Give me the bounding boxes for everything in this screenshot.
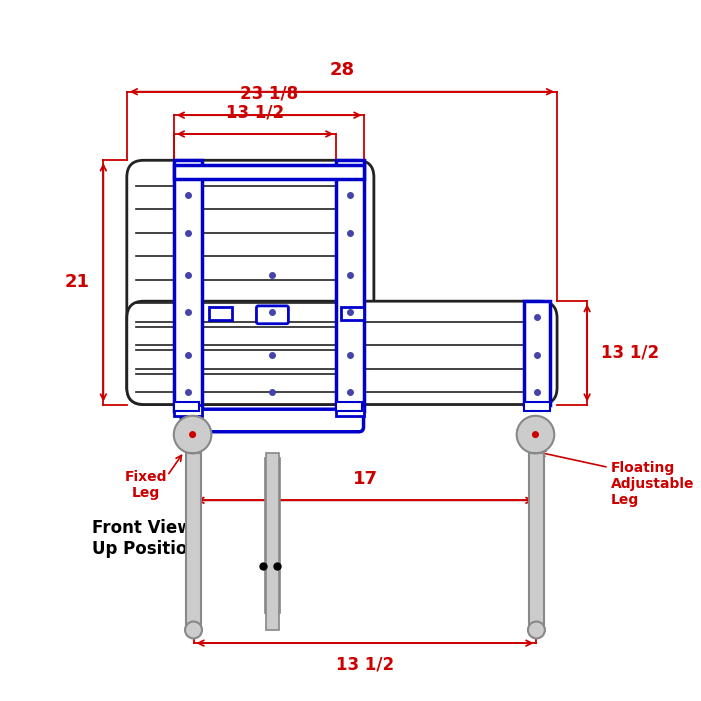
Text: Fixed
Leg: Fixed Leg bbox=[124, 470, 167, 501]
Bar bbox=[266, 454, 279, 630]
Bar bbox=[341, 307, 364, 320]
Polygon shape bbox=[524, 301, 550, 404]
Text: 13 1/2: 13 1/2 bbox=[601, 344, 660, 362]
Circle shape bbox=[190, 432, 196, 437]
Bar bbox=[186, 454, 201, 627]
FancyBboxPatch shape bbox=[182, 409, 364, 432]
Text: 17: 17 bbox=[353, 470, 377, 488]
Text: 13 1/2: 13 1/2 bbox=[226, 104, 284, 122]
Bar bbox=[336, 404, 365, 416]
Circle shape bbox=[174, 416, 212, 454]
Text: 28: 28 bbox=[329, 62, 355, 79]
Text: Front View
Up Position: Front View Up Position bbox=[92, 519, 199, 558]
Bar bbox=[265, 458, 280, 613]
Bar bbox=[524, 402, 550, 411]
Circle shape bbox=[533, 432, 538, 437]
Bar bbox=[174, 404, 202, 416]
Circle shape bbox=[185, 622, 202, 639]
Bar bbox=[210, 307, 232, 320]
Circle shape bbox=[517, 416, 554, 454]
FancyBboxPatch shape bbox=[127, 301, 557, 404]
Text: 13 1/2: 13 1/2 bbox=[336, 655, 394, 674]
Bar bbox=[336, 402, 362, 411]
Circle shape bbox=[528, 622, 545, 639]
Bar bbox=[174, 402, 199, 411]
Polygon shape bbox=[174, 161, 202, 411]
Text: Floating
Adjustable
Leg: Floating Adjustable Leg bbox=[611, 461, 694, 508]
FancyBboxPatch shape bbox=[257, 306, 288, 324]
Bar bbox=[174, 165, 365, 179]
Text: 23 1/8: 23 1/8 bbox=[240, 85, 298, 103]
FancyBboxPatch shape bbox=[127, 161, 374, 404]
Text: 21: 21 bbox=[64, 273, 89, 292]
Bar bbox=[529, 454, 544, 627]
Polygon shape bbox=[336, 161, 365, 411]
